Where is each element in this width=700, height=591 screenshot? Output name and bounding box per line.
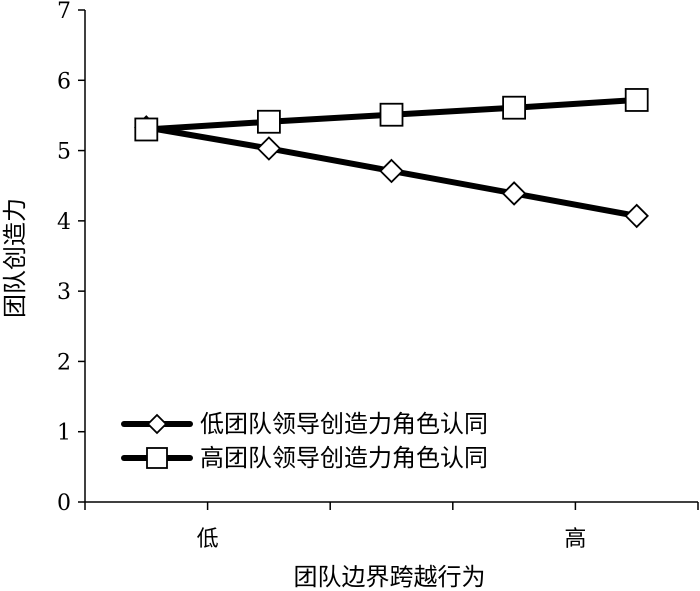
square-marker [134,117,159,142]
square-marker [146,447,168,469]
y-tick-label: 5 [57,140,71,165]
x-tick-label: 高 [564,527,586,552]
y-tick-label: 6 [57,69,71,94]
square-marker [256,109,281,134]
legend-label: 低团队领导创造力角色认同 [200,410,488,438]
series-layer [134,88,649,229]
y-tick-label: 4 [57,210,71,235]
diamond-marker [256,136,282,161]
x-axis-title: 团队边界跨越行为 [294,563,486,591]
y-tick-label: 0 [57,491,71,516]
diamond-marker [146,413,168,435]
legend-item: 高团队领导创造力角色认同 [121,444,488,472]
axes: 0 1 2 3 4 5 6 7 低 高 [57,0,699,552]
diamond-marker [501,181,527,206]
diamond-marker [624,203,649,229]
series-high [134,88,649,142]
y-tick-label: 7 [57,0,71,24]
legend-item: 低团队领导创造力角色认同 [121,410,488,438]
square-marker [379,102,404,127]
series-low [134,115,649,229]
y-tick-label: 2 [57,350,71,375]
x-tick-label: 低 [197,527,219,552]
diamond-marker [379,158,404,184]
square-marker [624,88,649,112]
y-tick-label: 3 [57,280,71,305]
y-axis-title: 团队创造力 [1,198,29,318]
y-tick-label: 1 [57,421,71,446]
square-marker [502,95,527,120]
legend-label: 高团队领导创造力角色认同 [200,444,488,472]
